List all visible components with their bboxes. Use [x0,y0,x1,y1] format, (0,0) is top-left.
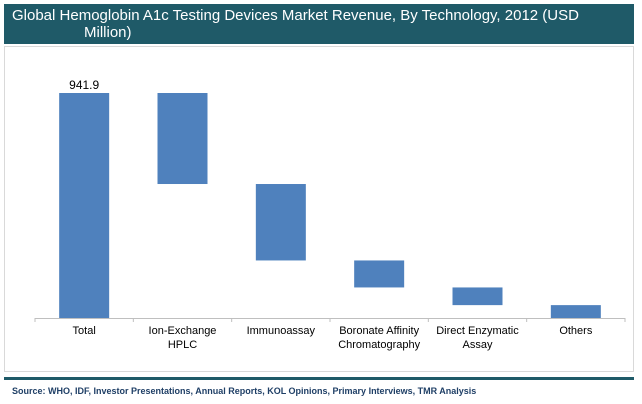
chart-title-bar: Global Hemoglobin A1c Testing Devices Ma… [4,4,634,44]
bar-0 [59,93,110,318]
bar-2 [255,184,306,261]
chart-title-line-1: Global Hemoglobin A1c Testing Devices Ma… [12,7,579,24]
x-tick-label-0-0: Total [73,325,96,337]
waterfall-chart: Total 941.9 Ion-Exchange HPLC Immunoassay Bor… [34,78,626,351]
chart-area: Total 941.9 Ion-Exchange HPLC Immunoassay Bor… [4,46,634,372]
source-divider [4,377,634,380]
x-tick-label-2-0: Immunoassay [247,325,316,337]
x-tick-label-5-0: Others [559,325,593,337]
bar-1 [157,93,208,185]
x-tick-label-4-0: Direct Enzymatic [436,325,519,337]
bar-4 [452,287,503,306]
chart-title-line-2: Million) [84,24,132,41]
x-tick-label-1-0: Ion-Exchange [149,325,217,337]
x-tick-label-1-1: HPLC [168,339,197,351]
x-tick-label-3-0: Boronate Affinity [339,325,419,337]
source-note: Source: WHO, IDF, Investor Presentations… [12,386,477,396]
bar-3 [354,260,405,288]
x-tick-label-4-1: Assay [463,339,493,351]
bar-5 [550,305,601,318]
data-label-0: 941.9 [69,78,99,92]
x-tick-label-3-1: Chromatography [338,339,420,351]
